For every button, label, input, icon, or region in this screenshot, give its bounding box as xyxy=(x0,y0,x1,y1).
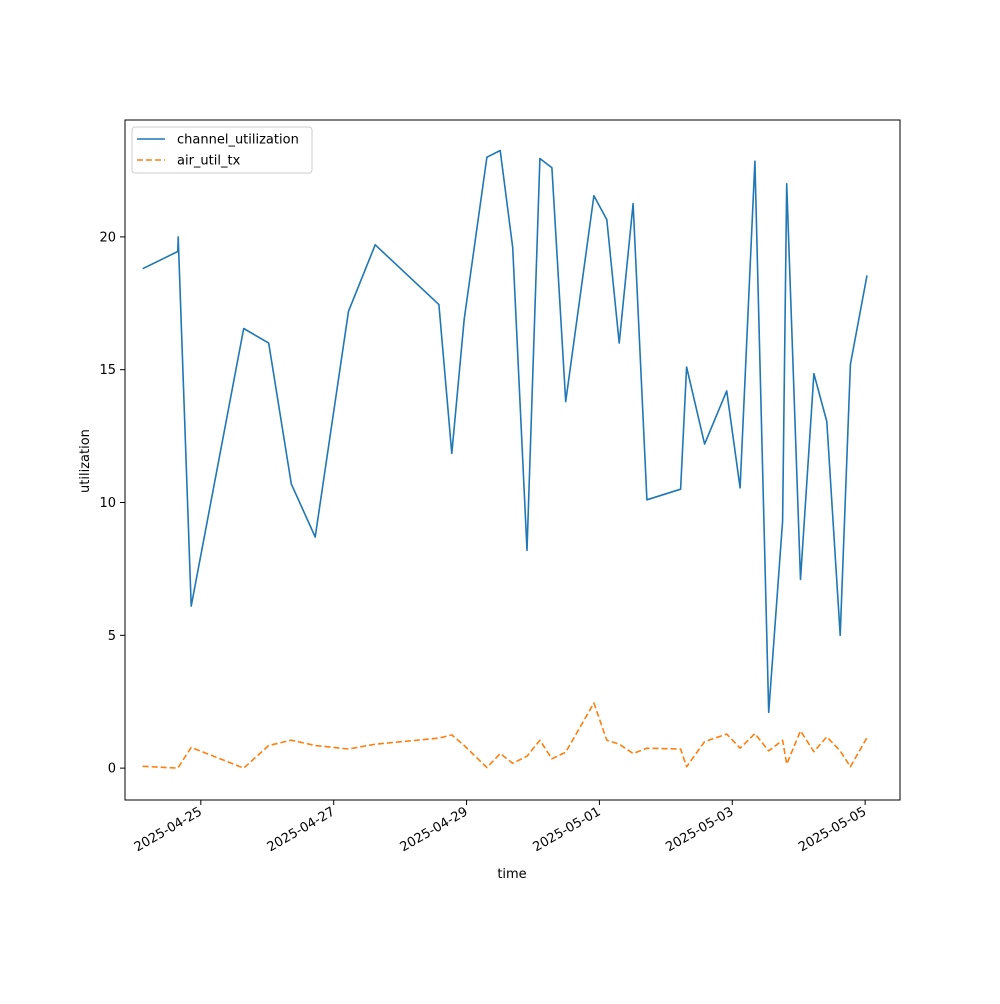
y-tick-label: 15 xyxy=(99,363,116,378)
y-tick-label: 10 xyxy=(99,496,116,511)
y-tick-label: 0 xyxy=(108,762,116,777)
legend-label: channel_utilization xyxy=(177,133,299,148)
y-axis-ticks: 0 5 10 15 20 xyxy=(99,230,125,777)
legend-box xyxy=(131,126,313,174)
plot-frame xyxy=(124,119,901,801)
y-tick-label: 20 xyxy=(99,230,116,245)
y-tick-label: 5 xyxy=(108,629,116,644)
series-line-channel-utilization xyxy=(142,149,868,714)
x-axis-label: time xyxy=(497,867,526,882)
legend-label: air_util_tx xyxy=(177,154,241,169)
plot-lines xyxy=(142,149,868,769)
series-line-air-util-tx xyxy=(142,702,868,769)
y-axis-label: utilization xyxy=(78,429,93,493)
legend: channel_utilization air_util_tx xyxy=(131,126,313,174)
